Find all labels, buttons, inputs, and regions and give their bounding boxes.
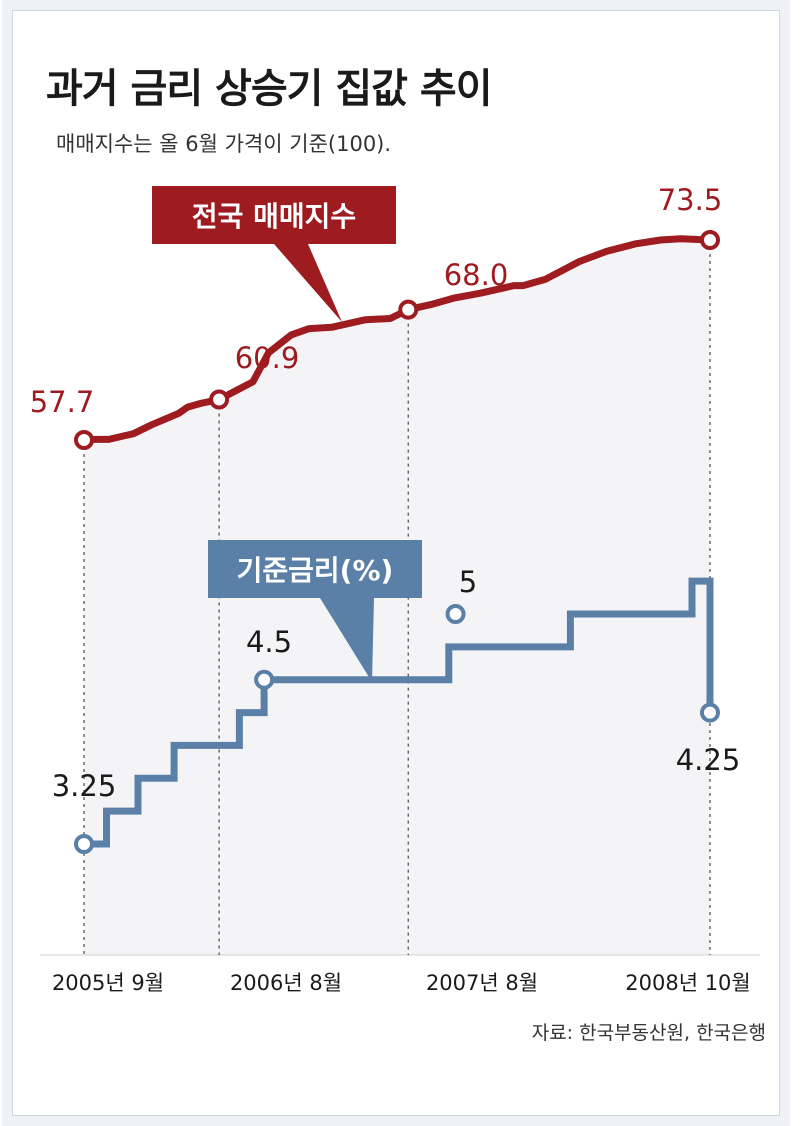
index-value-label-3: 73.5 (658, 183, 723, 217)
index-value-label-2: 68.0 (444, 258, 509, 292)
index-marker-2 (398, 299, 419, 320)
index-callout-label: 전국 매매지수 (192, 200, 356, 233)
rate-callout-label: 기준금리(%) (237, 554, 394, 587)
x-tick-label-2: 2007년 8월 (426, 971, 538, 995)
x-tick-label-0: 2005년 9월 (52, 971, 164, 995)
source-note: 자료: 한국부동산원, 한국은행 (531, 1022, 766, 1044)
rate-value-label-0: 3.25 (52, 769, 117, 803)
x-tick-label-3: 2008년 10월 (625, 971, 750, 995)
rate-marker-0 (74, 834, 94, 854)
index-marker-3 (700, 230, 720, 250)
rate-marker-2 (445, 604, 466, 624)
x-tick-label-1: 2006년 8월 (230, 971, 342, 995)
index-series-line (80, 235, 714, 444)
rate-value-label-2: 5 (459, 565, 477, 599)
chart-title: 과거 금리 상승기 집값 추이 (46, 66, 493, 112)
rate-callout-box (208, 540, 422, 682)
rate-marker-3 (700, 702, 720, 723)
index-value-label-1: 60.9 (235, 341, 300, 375)
chart-subtitle: 매매지수는 올 6월 가격이 기준(100). (56, 132, 392, 156)
index-callout-box (152, 186, 396, 322)
rate-value-label-3: 4.25 (676, 743, 741, 777)
index-marker-0 (74, 430, 94, 450)
index-marker-1 (209, 389, 230, 410)
rate-value-label-1: 4.5 (246, 625, 292, 659)
rate-series-line (84, 577, 714, 848)
rate-marker-1 (254, 669, 275, 690)
index-value-label-0: 57.7 (30, 385, 95, 419)
